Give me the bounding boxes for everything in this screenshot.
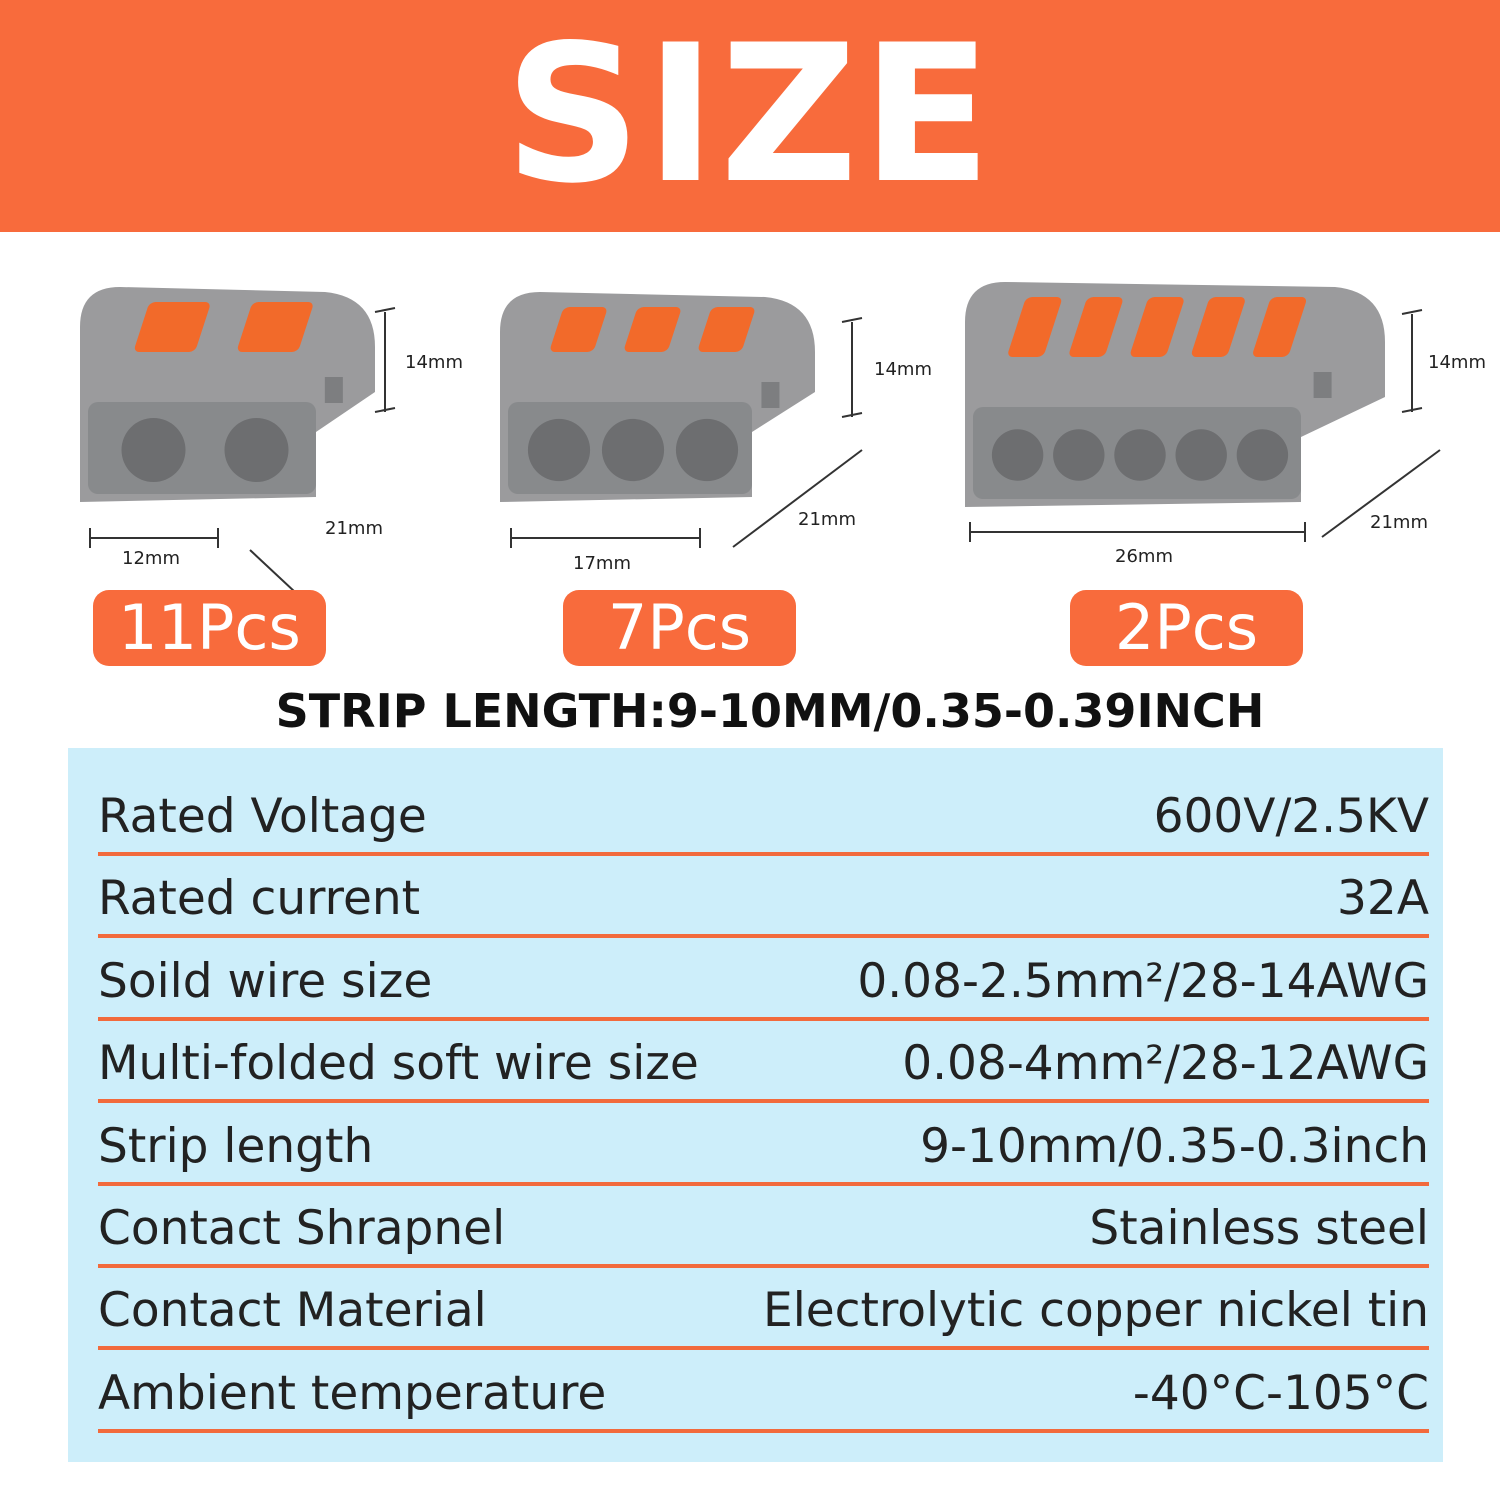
spec-value: 0.08-4mm²/28-12AWG	[902, 1036, 1429, 1092]
dim-line	[841, 412, 863, 418]
product-illustrations	[80, 282, 1441, 592]
spec-row: Strip length 9-10mm/0.35-0.3inch	[98, 1100, 1429, 1186]
quantity-badge: 11Pcs	[93, 590, 326, 666]
height-label: 14mm	[1428, 352, 1486, 373]
release-lever	[134, 302, 210, 352]
strip-length: STRIP LENGTH:9-10MM/0.35-0.39INCH	[275, 684, 1265, 738]
spec-value: -40°C-105°C	[1132, 1365, 1429, 1421]
dim-line	[1401, 309, 1423, 315]
depth-label: 21mm	[325, 518, 383, 539]
spec-label: Ambient temperature	[98, 1365, 607, 1421]
spec-label: Contact Shrapnel	[98, 1201, 506, 1256]
spec-table: Rated Voltage 600V/2.5KV Rated current 32A S…	[68, 748, 1443, 1462]
spec-label: Soild wire size	[98, 953, 433, 1009]
side-slot	[761, 382, 780, 408]
wire-hole	[224, 418, 289, 482]
release-lever	[698, 307, 755, 352]
wire-hole	[121, 418, 186, 482]
depth-label: 21mm	[798, 509, 856, 530]
spec-value: 0.08-2.5mm²/28-14AWG	[857, 953, 1429, 1009]
height-label: 14mm	[405, 352, 463, 373]
spec-row: Contact Shrapnel Stainless steel	[98, 1182, 1429, 1268]
quantity-badge: 7Pcs	[563, 590, 796, 666]
dim-line	[841, 317, 863, 323]
side-slot	[1313, 372, 1332, 398]
release-lever	[1253, 297, 1306, 357]
height-label: 14mm	[874, 359, 932, 380]
spec-label: Strip length	[98, 1118, 374, 1174]
release-lever	[237, 302, 313, 352]
release-lever	[1069, 297, 1123, 357]
dim-line	[374, 407, 396, 413]
wire-hole	[601, 418, 665, 482]
spec-value: 600V/2.5KV	[1153, 789, 1429, 844]
release-lever	[1191, 297, 1245, 357]
header-band: SIZE	[0, 0, 1500, 232]
spec-row: Multi-folded soft wire size 0.08-4mm²/28-…	[98, 1017, 1429, 1104]
spec-label: Multi-folded soft wire size	[98, 1036, 699, 1092]
dim-line	[1321, 449, 1441, 538]
spec-value: Stainless steel	[1089, 1201, 1429, 1256]
release-lever	[1130, 297, 1184, 357]
spec-value: 9-10mm/0.35-0.3inch	[920, 1118, 1429, 1174]
spec-row: Rated Voltage 600V/2.5KV	[98, 770, 1429, 856]
dim-line	[1401, 407, 1423, 413]
wire-hole	[675, 418, 739, 482]
title: SIZE	[504, 4, 996, 225]
side-slot	[324, 377, 343, 403]
spec-value: Electrolytic copper nickel tin	[763, 1283, 1429, 1339]
wire-hole	[991, 429, 1044, 481]
spec-row: Contact Material Electrolytic copper nick…	[98, 1264, 1429, 1351]
spec-row: Soild wire size 0.08-2.5mm²/28-14AWG	[98, 935, 1429, 1021]
wire-hole	[527, 418, 591, 482]
width-label: 12mm	[122, 548, 180, 569]
quantity-badge: 2Pcs	[1070, 590, 1303, 666]
spec-row: Rated current 32A	[98, 852, 1429, 939]
width-label: 26mm	[1115, 546, 1173, 567]
spec-row: Ambient temperature -40°C-105°C	[98, 1347, 1429, 1433]
wire-hole	[1114, 429, 1166, 481]
release-lever	[550, 307, 607, 352]
spec-label: Rated current	[98, 871, 421, 927]
spec-label: Contact Material	[98, 1283, 487, 1339]
depth-label: 21mm	[1370, 512, 1428, 533]
spec-value: 32A	[1337, 871, 1429, 927]
wire-hole	[1175, 429, 1227, 481]
dim-line	[374, 307, 396, 313]
dim-line	[732, 449, 863, 548]
release-lever	[624, 307, 681, 352]
dim-line	[249, 549, 297, 592]
wire-hole	[1053, 429, 1105, 481]
wire-hole	[1236, 429, 1289, 481]
width-label: 17mm	[573, 553, 631, 574]
spec-label: Rated Voltage	[98, 789, 427, 844]
release-lever	[1008, 297, 1062, 357]
